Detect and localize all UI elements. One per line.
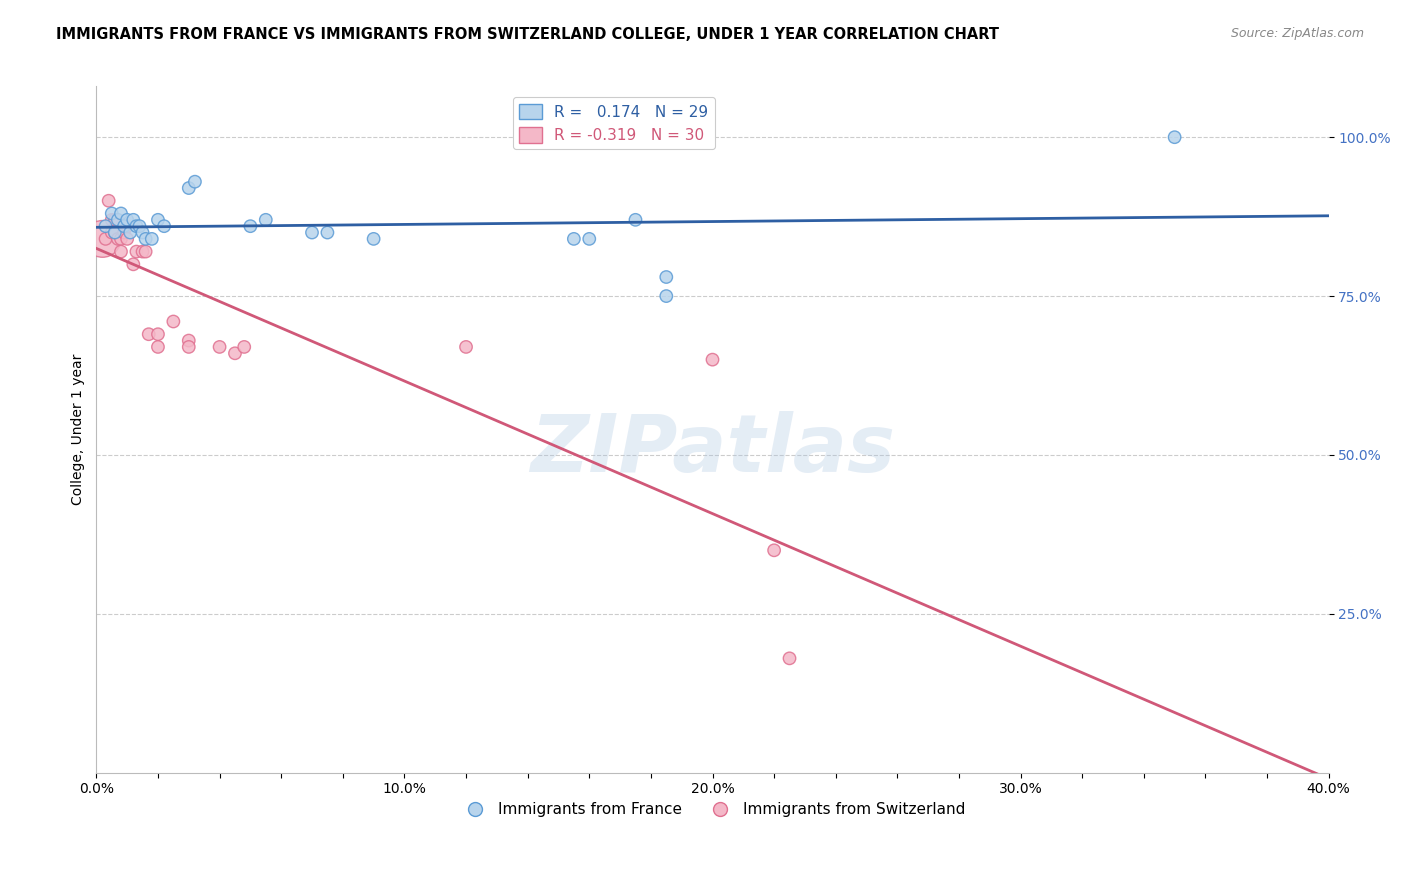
Point bbox=[128, 219, 150, 234]
Point bbox=[224, 346, 246, 360]
Point bbox=[301, 226, 323, 240]
Point bbox=[655, 289, 678, 303]
Point bbox=[112, 219, 135, 234]
Point bbox=[316, 226, 339, 240]
Y-axis label: College, Under 1 year: College, Under 1 year bbox=[72, 354, 86, 505]
Point bbox=[135, 244, 157, 259]
Point bbox=[177, 334, 200, 348]
Point bbox=[763, 543, 786, 558]
Point bbox=[120, 226, 142, 240]
Point bbox=[112, 226, 135, 240]
Point bbox=[97, 194, 120, 208]
Point bbox=[110, 206, 132, 220]
Point bbox=[104, 226, 127, 240]
Point bbox=[141, 232, 163, 246]
Point bbox=[184, 175, 207, 189]
Point bbox=[107, 212, 129, 227]
Point bbox=[94, 232, 117, 246]
Point bbox=[624, 212, 647, 227]
Point bbox=[122, 257, 145, 271]
Point bbox=[115, 219, 138, 234]
Point bbox=[104, 226, 127, 240]
Point bbox=[135, 232, 157, 246]
Point bbox=[655, 270, 678, 285]
Point bbox=[125, 219, 148, 234]
Point bbox=[110, 244, 132, 259]
Point bbox=[779, 651, 801, 665]
Point bbox=[146, 327, 169, 342]
Point bbox=[125, 244, 148, 259]
Point bbox=[115, 232, 138, 246]
Point bbox=[239, 219, 262, 234]
Point bbox=[233, 340, 256, 354]
Point bbox=[122, 212, 145, 227]
Point bbox=[100, 212, 122, 227]
Point bbox=[104, 212, 127, 227]
Point bbox=[162, 314, 184, 328]
Legend: Immigrants from France, Immigrants from Switzerland: Immigrants from France, Immigrants from … bbox=[454, 797, 972, 823]
Point bbox=[177, 340, 200, 354]
Point bbox=[146, 212, 169, 227]
Point bbox=[562, 232, 585, 246]
Point bbox=[177, 181, 200, 195]
Point bbox=[153, 219, 176, 234]
Point bbox=[454, 340, 477, 354]
Text: Source: ZipAtlas.com: Source: ZipAtlas.com bbox=[1230, 27, 1364, 40]
Point bbox=[100, 206, 122, 220]
Point bbox=[702, 352, 724, 367]
Point bbox=[138, 327, 160, 342]
Point bbox=[115, 212, 138, 227]
Text: IMMIGRANTS FROM FRANCE VS IMMIGRANTS FROM SWITZERLAND COLLEGE, UNDER 1 YEAR CORR: IMMIGRANTS FROM FRANCE VS IMMIGRANTS FRO… bbox=[56, 27, 1000, 42]
Point bbox=[1163, 130, 1185, 145]
Point bbox=[131, 244, 153, 259]
Point bbox=[578, 232, 600, 246]
Point bbox=[91, 232, 114, 246]
Point bbox=[208, 340, 231, 354]
Point bbox=[94, 219, 117, 234]
Point bbox=[107, 232, 129, 246]
Point bbox=[254, 212, 277, 227]
Point bbox=[110, 232, 132, 246]
Point bbox=[363, 232, 385, 246]
Text: ZIPatlas: ZIPatlas bbox=[530, 411, 896, 489]
Point bbox=[146, 340, 169, 354]
Point bbox=[100, 226, 122, 240]
Point bbox=[131, 226, 153, 240]
